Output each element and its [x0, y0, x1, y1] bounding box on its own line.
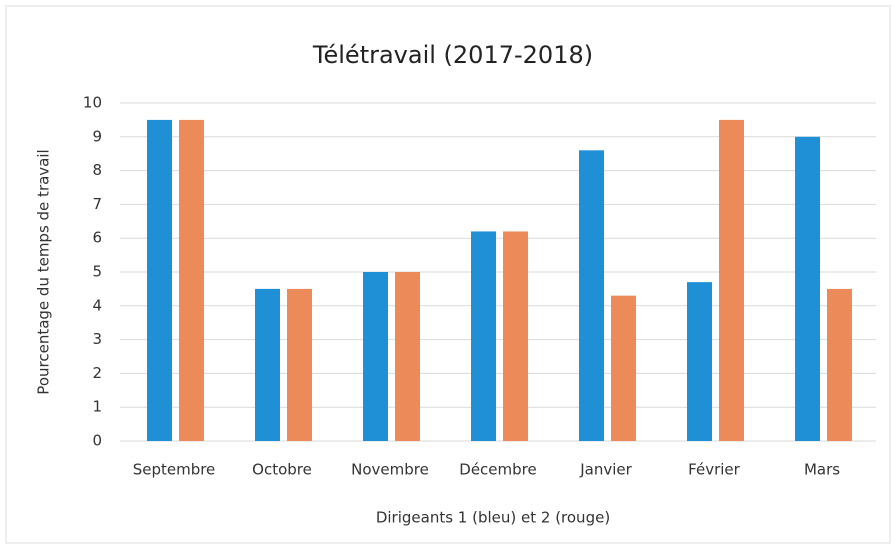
bar [503, 231, 528, 441]
y-tick-label: 2 [92, 364, 102, 382]
bar [363, 272, 388, 441]
x-tick-label: Novembre [351, 461, 429, 479]
y-tick-label: 3 [92, 330, 102, 348]
y-tick-label: 8 [92, 161, 102, 179]
bar [287, 288, 312, 441]
y-axis-label: Pourcentage du temps de travail [35, 149, 53, 394]
bar [687, 282, 712, 441]
x-tick-label: Mars [804, 461, 840, 479]
y-tick-label: 7 [92, 195, 102, 213]
bar [255, 288, 280, 441]
y-tick-label: 9 [92, 127, 102, 145]
x-axis-label: Dirigeants 1 (bleu) et 2 (rouge) [376, 509, 610, 527]
y-tick-label: 4 [92, 296, 102, 314]
bar [827, 288, 852, 441]
y-tick-label: 1 [92, 398, 102, 416]
x-tick-label: Décembre [459, 461, 536, 479]
bar [795, 136, 820, 442]
x-tick-label: Janvier [579, 461, 632, 479]
x-tick-label: Octobre [252, 461, 312, 479]
x-tick-label: Septembre [133, 461, 216, 479]
y-tick-label: 10 [83, 94, 102, 112]
y-tick-label: 0 [92, 432, 102, 450]
bar [611, 295, 636, 441]
chart-title: Télétravail (2017-2018) [312, 41, 593, 69]
bar [179, 119, 204, 442]
y-tick-label: 6 [92, 229, 102, 247]
x-tick-label: Février [688, 461, 740, 479]
y-tick-label: 5 [92, 263, 102, 281]
bar [719, 119, 744, 442]
bar [395, 272, 420, 441]
bar [471, 231, 496, 441]
bar [147, 119, 172, 442]
bar [579, 150, 604, 441]
